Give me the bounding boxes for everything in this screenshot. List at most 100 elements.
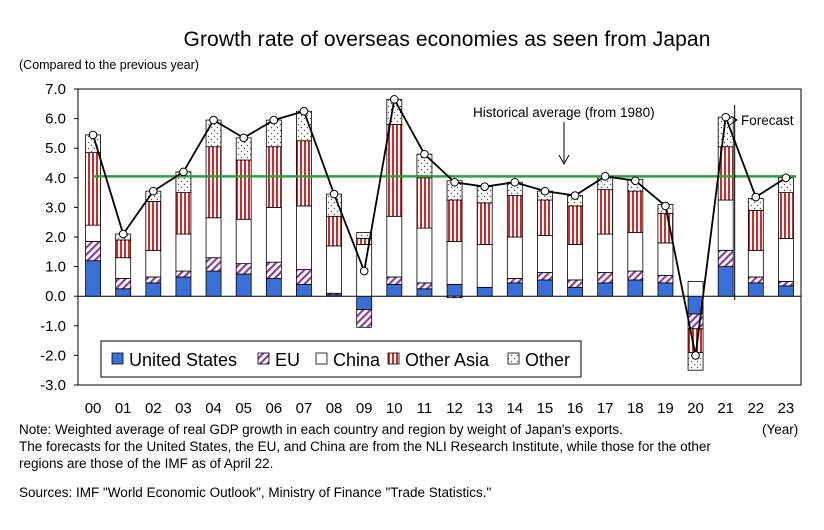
bar-segment-other_asia [115,239,132,259]
x-tick-label: 04 [205,400,222,417]
bar-segment-us [386,283,403,297]
legend-swatch-eu [257,352,270,365]
bar-segment-other_asia [326,215,342,247]
total-point [751,192,761,202]
y-tick-label: 1.0 [45,259,66,276]
bar-segment-china [296,205,312,270]
bar-segment-other_asia [446,199,463,242]
bar-segment-china [205,217,222,259]
bar-segment-us [657,282,674,297]
bar-segment-china [476,243,493,288]
bar-segment-other [356,232,373,239]
y-tick-label: -2.0 [40,347,66,364]
total-point [721,112,730,122]
bar-segment-eu [778,280,794,287]
bar-segment-us [416,288,433,297]
bars [85,98,794,371]
total-point [209,115,218,125]
bar-segment-other_asia [416,177,433,229]
bar-segment-other_asia [506,195,523,238]
legend-label-other: Other [525,350,570,370]
bar-segment-other_asia [597,189,614,235]
legend-swatch-us [111,352,124,365]
bar-segment-eu [115,278,132,290]
bar-segment-eu [506,278,523,284]
x-tick-label: 20 [687,400,704,417]
bar-segment-other_asia [235,159,252,220]
bar-segment-other_asia [747,209,764,251]
total-point [570,191,580,200]
bar-segment-china [537,235,553,273]
x-axis-ticks: 00 01 02 03 04 05 06 07 08 09 10 11 12 13 14 15 16 17 18 19… [85,400,795,417]
x-tick-label: 22 [747,400,764,417]
bar-segment-us [567,286,583,297]
total-point [329,189,339,199]
bar-segment-other_asia [145,201,162,251]
bar-segment-eu [145,276,162,284]
bar-segment-eu [175,270,192,278]
bar-segment-china [326,245,342,294]
bar-segment-china [446,241,463,285]
total-point [269,115,279,125]
bar-segment-eu [537,272,553,281]
bar-segment-china [747,249,764,278]
total-point [691,351,700,360]
total-point [239,133,248,143]
bar-segment-china [597,233,614,273]
bar-segment-eu [446,295,463,299]
total-point [359,266,369,276]
total-point [631,176,640,186]
total-point [149,186,158,196]
legend-swatch-china [315,352,328,365]
total-point [781,173,791,183]
bar-segment-us [717,266,734,297]
total-point [88,130,98,140]
total-point [510,177,520,187]
bar-segment-eu [356,309,373,328]
bar-segment-eu [296,269,312,285]
legend-label-eu: EU [275,350,300,370]
bar-segment-other_asia [778,192,794,239]
y-tick-label: 0.0 [45,288,66,305]
bar-segment-china [235,218,252,265]
bar-segment-other_asia [567,205,583,245]
bar-segment-china [778,238,794,282]
y-tick-label: -1.0 [40,318,66,335]
total-point [299,106,309,116]
bar-segment-us [265,278,282,297]
plot-frame [77,88,802,386]
bar-segment-us [747,282,764,297]
legend-swatch-other [507,352,520,365]
lines [88,95,796,360]
note-line-1: Note: Weighted average of real GDP growt… [19,422,623,437]
forecast-label: Forecast [741,113,794,128]
bar-segment-china [145,249,162,278]
total-point [450,177,459,187]
x-tick-label: 18 [627,400,644,417]
bar-segment-us [235,273,252,297]
y-tick-label: 2.0 [45,229,66,246]
bar-segment-us [356,295,373,310]
bar-segment-eu [386,276,403,285]
total-growth-line [92,96,787,356]
legend-label-other_asia: Other Asia [405,350,490,370]
bar-segment-eu [416,282,433,290]
x-tick-label: 06 [265,400,282,417]
total-point [118,229,128,239]
bar-segment-china [265,206,282,263]
bar-segment-china [85,224,101,242]
bar-segment-china [115,257,132,279]
bar-segment-eu [205,257,222,272]
bar-segment-china [506,236,523,279]
annotations: Historical average (from 1980) Forecast [473,105,794,300]
total-point [480,182,489,191]
y-tick-label: 5.0 [45,140,66,157]
bar-segment-us [85,260,101,297]
x-tick-label: 02 [145,400,162,417]
total-point [600,172,610,181]
x-tick-label: 15 [537,400,554,417]
bar-segment-china [717,199,734,251]
x-tick-label: 08 [326,400,343,417]
x-tick-label: 12 [446,400,463,417]
bar-segment-other_asia [296,140,312,207]
